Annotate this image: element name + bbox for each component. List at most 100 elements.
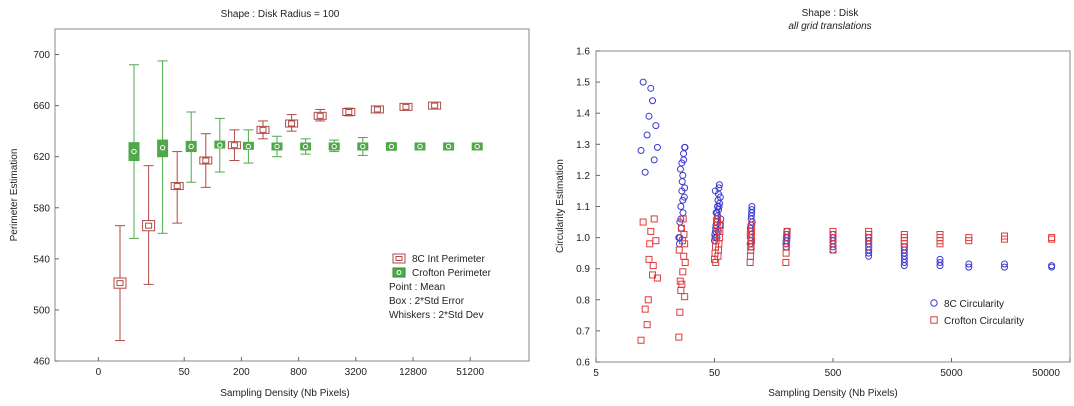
circularity-y-tick-label: 1.3 [576,140,590,151]
circularity-crofton-point [681,293,689,301]
circularity-8c-point [965,263,973,271]
circularity-crofton-point [679,268,687,276]
perimeter-crofton-error-box [357,142,369,151]
circularity-crofton-point [646,240,654,248]
circularity-axis-ticks: 0.6 0.7 0.8 0.9 1.0 1.1 1.2 1.3 1.4 1.5 1.6 5 50 500 5… [576,47,1071,379]
circularity-8c-point [715,181,723,189]
circularity-chart-svg: Shape : Disk all grid translations Sampl… [555,8,1071,399]
circularity-crofton-point [641,305,649,313]
circularity-crofton-point [644,296,652,304]
perimeter-crofton-error-box [443,142,455,151]
perimeter-x-tick-label: 50 [179,367,191,378]
circularity-crofton-point [652,237,660,245]
perimeter-x-tick-label: 12800 [399,367,427,378]
circularity-crofton-point [645,255,653,263]
circularity-crofton-point [748,221,756,229]
perimeter-crofton-error-box [328,142,340,151]
circularity-8c-point [645,112,653,120]
perimeter-x-tick-label: 800 [290,367,307,378]
circularity-chart: Shape : Disk all grid translations Sampl… [540,0,1074,401]
circularity-8c-point [681,184,689,192]
circularity-series-marks [637,78,1056,344]
perimeter-plot-frame [54,28,530,362]
perimeter-crofton-mean-point [159,145,166,151]
circularity-x-tick-label: 500 [825,368,842,379]
circularity-crofton-point [675,246,683,254]
perimeter-8c-error-box [256,125,270,134]
perimeter-crofton-error-box [385,142,397,151]
perimeter-legend-swatch-crofton [392,267,406,278]
circularity-crofton-point [782,249,790,257]
circularity-crofton-point [677,286,685,294]
circularity-crofton-point [676,308,684,316]
perimeter-legend-note-box: Box : 2*Std Error [389,296,465,307]
perimeter-8c-error-box [199,156,213,165]
perimeter-8c-mean-point [259,126,267,133]
circularity-8c-point [677,203,685,210]
circularity-legend: 8C Circularity Crofton Circularity [930,299,1024,327]
perimeter-8c-mean-point [145,222,153,229]
perimeter-x-tick-label: 3200 [345,367,368,378]
circularity-crofton-point [1048,235,1056,243]
perimeter-8c-mean-point [316,112,324,119]
circularity-legend-swatch-crofton [930,316,938,324]
perimeter-chart-title: Shape : Disk Radius = 100 [221,9,340,20]
perimeter-crofton-mean-point [274,143,280,150]
circularity-y-tick-label: 0.8 [576,295,590,306]
circularity-8c-point [641,168,649,176]
circularity-8c-point [936,255,944,263]
circularity-crofton-point [647,227,655,235]
circularity-8c-point [639,78,647,86]
circularity-crofton-point [681,258,689,266]
circularity-y-tick-label: 1.4 [576,109,590,120]
perimeter-legend-note-point: Point : Mean [389,282,445,293]
circularity-crofton-point [746,230,754,238]
circularity-8c-point [679,171,687,179]
perimeter-crofton-mean-point [131,148,137,155]
circularity-crofton-point [650,215,658,223]
perimeter-y-tick-label: 660 [33,101,50,112]
perimeter-8c-error-box [170,182,184,191]
perimeter-legend-swatch-crofton-point [396,270,402,275]
perimeter-8c-error-box [313,111,327,120]
circularity-crofton-point [643,321,651,329]
perimeter-y-tick-label: 500 [33,305,50,316]
circularity-8c-point [1000,260,1008,268]
circularity-crofton-point [653,274,661,282]
circularity-8c-point [643,131,651,139]
circularity-8c-point [748,206,756,214]
circularity-8c-point [678,159,686,167]
perimeter-crofton-mean-point [331,143,337,150]
circularity-8c-point [676,165,684,173]
circularity-crofton-point [676,277,684,285]
circularity-8c-point [711,187,719,195]
circularity-crofton-point [649,262,657,270]
circularity-8c-point [678,178,686,186]
perimeter-crofton-error-box [214,140,226,149]
circularity-x-tick-label: 50 [709,368,721,379]
perimeter-legend-note-whiskers: Whiskers : 2*Std Dev [389,310,483,321]
perimeter-8c-mean-point [116,280,124,287]
circularity-8c-point [680,150,688,158]
perimeter-legend: 8C Int Perimeter Crofton Perimeter Point… [389,253,492,321]
circularity-y-tick-label: 1.5 [576,78,590,89]
circularity-crofton-point [782,240,790,248]
circularity-y-tick-label: 1.6 [576,47,590,58]
perimeter-crofton-mean-point [360,143,366,150]
circularity-crofton-point [936,230,944,238]
perimeter-crofton-error-box [471,142,483,151]
circularity-y-tick-label: 0.7 [576,326,590,337]
circularity-crofton-point [746,252,754,260]
circularity-x-tick-label: 5000 [940,368,963,379]
circularity-crofton-point [829,227,837,235]
perimeter-y-tick-label: 620 [33,152,50,163]
perimeter-x-tick-label: 51200 [456,367,484,378]
perimeter-8c-mean-point [230,142,238,149]
circularity-8c-point [647,84,655,92]
perimeter-y-axis-label: Perimeter Estimation [9,149,20,242]
circularity-crofton-point [900,230,908,238]
perimeter-axis-ticks: 460 500 540 580 620 660 700 0 50 200 800 3200 12800 5… [33,50,484,378]
circularity-y-tick-label: 1.2 [576,171,590,182]
perimeter-8c-error-box [399,102,413,111]
circularity-legend-8c-label: 8C Circularity [944,299,1004,310]
